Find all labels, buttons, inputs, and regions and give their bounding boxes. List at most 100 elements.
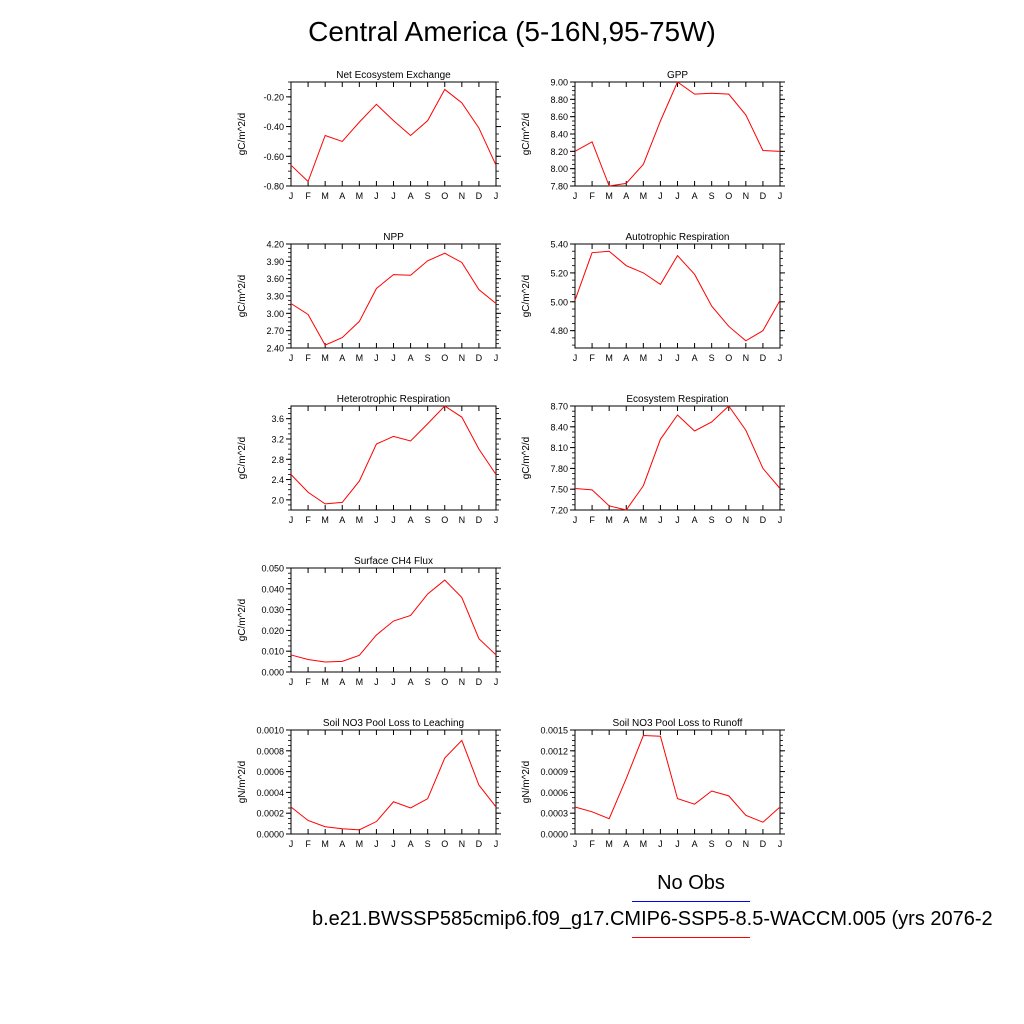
soil-no3-pool-loss-to-runoff-xtick-label: F — [589, 839, 595, 849]
autotrophic-respiration-xtick-label: O — [725, 353, 732, 363]
soil-no3-pool-loss-to-leaching-title: Soil NO3 Pool Loss to Leaching — [323, 718, 464, 729]
net-ecosystem-exchange-ytick-label: -0.80 — [263, 182, 284, 192]
net-ecosystem-exchange-xtick-label: A — [408, 191, 414, 201]
npp-xtick-label: J — [391, 353, 396, 363]
surface-ch4-flux-xtick-label: O — [441, 677, 448, 687]
soil-no3-pool-loss-to-runoff-xtick-label: J — [658, 839, 663, 849]
surface-ch4-flux-xtick-label: M — [321, 677, 329, 687]
soil-no3-pool-loss-to-leaching-xtick-label: A — [339, 839, 345, 849]
panel-heterotrophic-respiration: Heterotrophic Respiration J F M A M J J A S O N D J 2.… — [225, 388, 515, 538]
surface-ch4-flux-xtick-label: M — [356, 677, 364, 687]
autotrophic-respiration-plot-frame — [574, 243, 781, 349]
autotrophic-respiration-xtick-label: D — [760, 353, 767, 363]
soil-no3-pool-loss-to-runoff-xtick-label: M — [640, 839, 648, 849]
ecosystem-respiration-xtick-label: M — [640, 515, 648, 525]
soil-no3-pool-loss-to-runoff-ytick-label: 0.0012 — [540, 746, 568, 756]
heterotrophic-respiration-ytick-label: 3.6 — [271, 414, 284, 424]
surface-ch4-flux-plot-frame — [290, 567, 497, 673]
heterotrophic-respiration-xtick-label: J — [391, 515, 396, 525]
surface-ch4-flux-xtick-label: J — [374, 677, 379, 687]
net-ecosystem-exchange-ytick-label: -0.40 — [263, 122, 284, 132]
npp-xtick-label: O — [441, 353, 448, 363]
npp-xtick-label: J — [374, 353, 379, 363]
legend-model-label: b.e21.BWSSP585cmip6.f09_g17.CMIP6-SSP5-8… — [312, 908, 993, 930]
surface-ch4-flux-series-line — [290, 579, 497, 663]
soil-no3-pool-loss-to-runoff-xtick-label: J — [675, 839, 680, 849]
npp-plot-frame — [290, 243, 497, 349]
surface-ch4-flux-xtick-label: D — [476, 677, 483, 687]
net-ecosystem-exchange-xtick-label: J — [391, 191, 396, 201]
legend-obs-line — [632, 901, 750, 902]
heterotrophic-respiration-ylabel: gC/m^2/d — [237, 437, 248, 480]
heterotrophic-respiration-plot-frame — [290, 405, 497, 511]
surface-ch4-flux-xtick-label: A — [408, 677, 414, 687]
heterotrophic-respiration-xtick-label: O — [441, 515, 448, 525]
soil-no3-pool-loss-to-runoff-ytick-label: 0.0015 — [540, 726, 568, 736]
gpp-ytick-label: 8.80 — [550, 95, 568, 105]
soil-no3-pool-loss-to-leaching-ytick-label: 0.0010 — [256, 726, 284, 736]
gpp-xtick-label: J — [675, 191, 680, 201]
ecosystem-respiration-ytick-label: 7.20 — [550, 506, 568, 516]
npp-ytick-label: 3.00 — [266, 309, 284, 319]
net-ecosystem-exchange-xtick-label: O — [441, 191, 448, 201]
npp-xtick-label: J — [289, 353, 294, 363]
gpp-ytick-label: 9.00 — [550, 78, 568, 88]
autotrophic-respiration-xtick-label: J — [573, 353, 578, 363]
gpp-xtick-label: J — [778, 191, 783, 201]
soil-no3-pool-loss-to-leaching-xtick-label: M — [356, 839, 364, 849]
autotrophic-respiration-ytick-label: 5.00 — [550, 297, 568, 307]
ecosystem-respiration-plot-frame — [574, 405, 781, 511]
ecosystem-respiration-xtick-label: D — [760, 515, 767, 525]
gpp-xtick-label: A — [692, 191, 698, 201]
npp-xtick-label: N — [459, 353, 466, 363]
gpp-xtick-label: J — [658, 191, 663, 201]
soil-no3-pool-loss-to-runoff-xtick-label: M — [605, 839, 613, 849]
autotrophic-respiration-xtick-label: S — [709, 353, 715, 363]
npp-ylabel: gC/m^2/d — [237, 275, 248, 318]
soil-no3-pool-loss-to-runoff-series-line — [574, 735, 781, 823]
ecosystem-respiration-xtick-label: M — [605, 515, 613, 525]
soil-no3-pool-loss-to-leaching-xtick-label: A — [408, 839, 414, 849]
soil-no3-pool-loss-to-runoff-ytick-label: 0.0006 — [540, 788, 568, 798]
npp-series-line — [290, 252, 497, 346]
heterotrophic-respiration-xtick-label: J — [494, 515, 499, 525]
soil-no3-pool-loss-to-leaching-xtick-label: J — [289, 839, 294, 849]
autotrophic-respiration-xtick-label: J — [658, 353, 663, 363]
panel-ecosystem-respiration: Ecosystem Respiration J F M A M J J A S O N D J 7.20 7.… — [509, 388, 799, 538]
gpp-xtick-label: N — [743, 191, 750, 201]
panel-surface-ch4-flux: Surface CH4 Flux J F M A M J J A S O N D J 0.000 0.010 0… — [225, 550, 515, 700]
autotrophic-respiration-xtick-label: A — [623, 353, 629, 363]
npp-ytick-label: 3.60 — [266, 274, 284, 284]
autotrophic-respiration-xtick-label: A — [692, 353, 698, 363]
gpp-plot-frame — [574, 81, 781, 187]
gpp-ylabel: gC/m^2/d — [521, 113, 532, 156]
soil-no3-pool-loss-to-leaching-ytick-label: 0.0000 — [256, 830, 284, 840]
gpp-xtick-label: F — [589, 191, 595, 201]
heterotrophic-respiration-xtick-label: M — [321, 515, 329, 525]
net-ecosystem-exchange-series-line — [290, 88, 497, 183]
net-ecosystem-exchange-xtick-label: N — [459, 191, 466, 201]
ecosystem-respiration-xtick-label: F — [589, 515, 595, 525]
autotrophic-respiration-ytick-label: 5.20 — [550, 268, 568, 278]
panel-npp: NPP J F M A M J J A S O N D J 2.40 2.70 3.00 3.30 3.60 3.90… — [225, 226, 515, 376]
heterotrophic-respiration-ytick-label: 2.4 — [271, 475, 284, 485]
surface-ch4-flux-xtick-label: J — [289, 677, 294, 687]
autotrophic-respiration-ytick-label: 5.40 — [550, 240, 568, 250]
soil-no3-pool-loss-to-leaching-ytick-label: 0.0002 — [256, 809, 284, 819]
soil-no3-pool-loss-to-runoff-xtick-label: A — [692, 839, 698, 849]
soil-no3-pool-loss-to-runoff-xtick-label: D — [760, 839, 767, 849]
soil-no3-pool-loss-to-leaching-xtick-label: S — [425, 839, 431, 849]
surface-ch4-flux-xtick-label: J — [494, 677, 499, 687]
gpp-xtick-label: M — [605, 191, 613, 201]
net-ecosystem-exchange-ylabel: gC/m^2/d — [237, 113, 248, 156]
heterotrophic-respiration-series-line — [290, 405, 497, 505]
autotrophic-respiration-xtick-label: M — [605, 353, 613, 363]
gpp-title: GPP — [667, 70, 688, 81]
soil-no3-pool-loss-to-leaching-ylabel: gN/m^2/d — [237, 761, 248, 804]
gpp-ytick-label: 7.80 — [550, 182, 568, 192]
autotrophic-respiration-xtick-label: M — [640, 353, 648, 363]
